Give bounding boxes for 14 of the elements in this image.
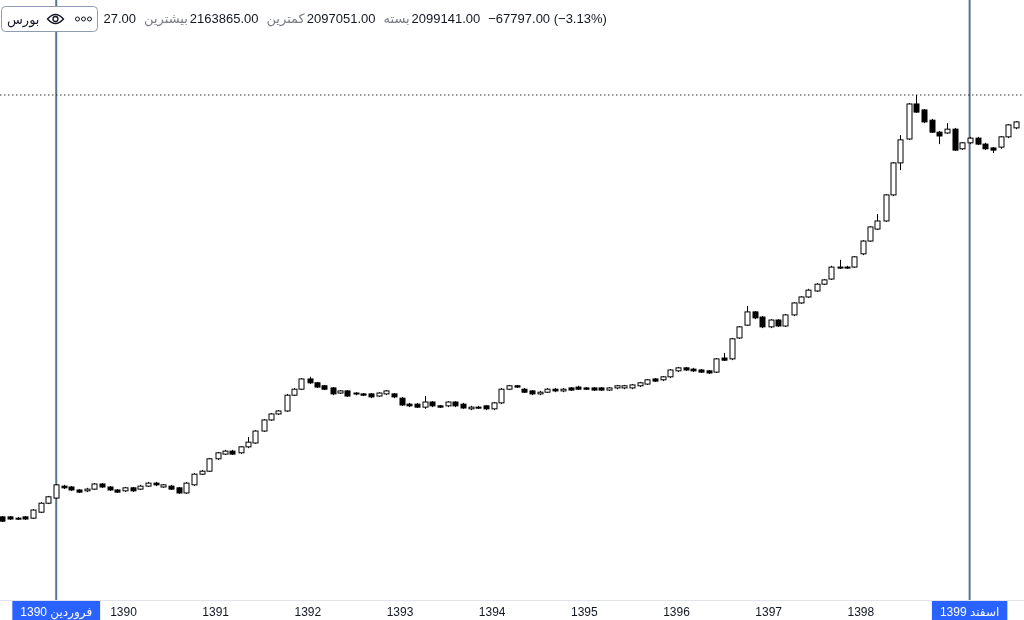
ref-label: اسفند 1399 [931,601,1008,620]
chart-title: بورس [7,12,40,28]
x-tick-label: 1395 [571,605,599,619]
ref-label: فروردین 1390 [12,601,101,620]
x-tick-label: 1398 [847,605,875,619]
x-tick-label: 1390 [110,605,138,619]
ref-line-label: اسفند 1399 [939,605,1000,619]
x-tick-label: 1397 [755,605,783,619]
x-tick-label: 1394 [478,605,506,619]
x-tick-label: 1396 [663,605,691,619]
ref-line-label: فروردین 1390 [20,605,93,620]
x-tick-label: 1392 [294,605,322,619]
x-tick-label: 1391 [202,605,230,619]
x-tick-label: 1393 [386,605,414,619]
